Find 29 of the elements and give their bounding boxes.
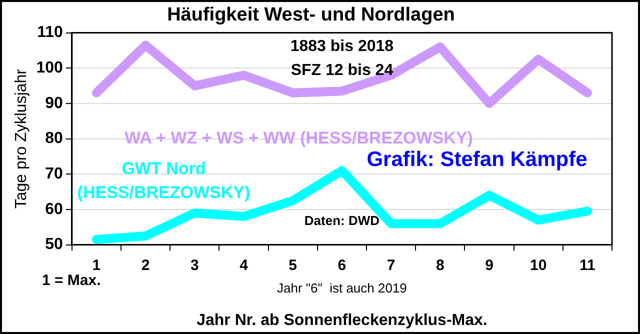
annotation: SFZ 12 bis 24 [290, 62, 394, 80]
x-tick-label: 6 [338, 256, 346, 274]
x-tick-label: 2 [141, 256, 150, 274]
series-label: GWT Nord (HESS/BREZOWSKY) [77, 158, 250, 202]
y-tick-label: 90 [45, 94, 63, 112]
y-tick-label: 110 [37, 24, 63, 42]
y-tick-label: 80 [45, 130, 63, 148]
x-tick-label: 11 [580, 256, 596, 274]
annotation: 1883 bis 2018 [290, 38, 394, 56]
x-tick-label: 9 [485, 256, 494, 274]
x-tick-label: 5 [288, 256, 298, 274]
x-tick-label: 1 [92, 256, 101, 274]
x-tick-label: 7 [386, 256, 396, 274]
y-tick-label: 100 [36, 60, 63, 77]
x-axis-title: Jahr Nr. ab Sonnenfleckenzyklus-Max. [196, 312, 488, 329]
y-axis-title: Tage pro Zyklusjahr [13, 68, 30, 209]
annotation: Grafik: Stefan Kämpfe [366, 148, 588, 171]
x-tick-label: 10 [530, 256, 547, 274]
x-tick-label: 8 [436, 256, 444, 274]
annotation: Daten: DWD [304, 213, 380, 228]
text: Jahr "6" ist auch 2019 [276, 280, 407, 296]
y-tick-label: 50 [45, 236, 63, 254]
text: 1 = Max. [42, 272, 101, 289]
chart-title: Häufigkeit West- und Nordlagen [167, 4, 455, 26]
x-tick-label: 4 [240, 256, 249, 274]
x-tick-label: 3 [190, 256, 199, 274]
y-tick-label: 60 [45, 200, 63, 218]
series-label: WA + WZ + WS + WW (HESS/BREZOWSKY) [124, 128, 473, 148]
y-tick-label: 70 [45, 166, 63, 183]
